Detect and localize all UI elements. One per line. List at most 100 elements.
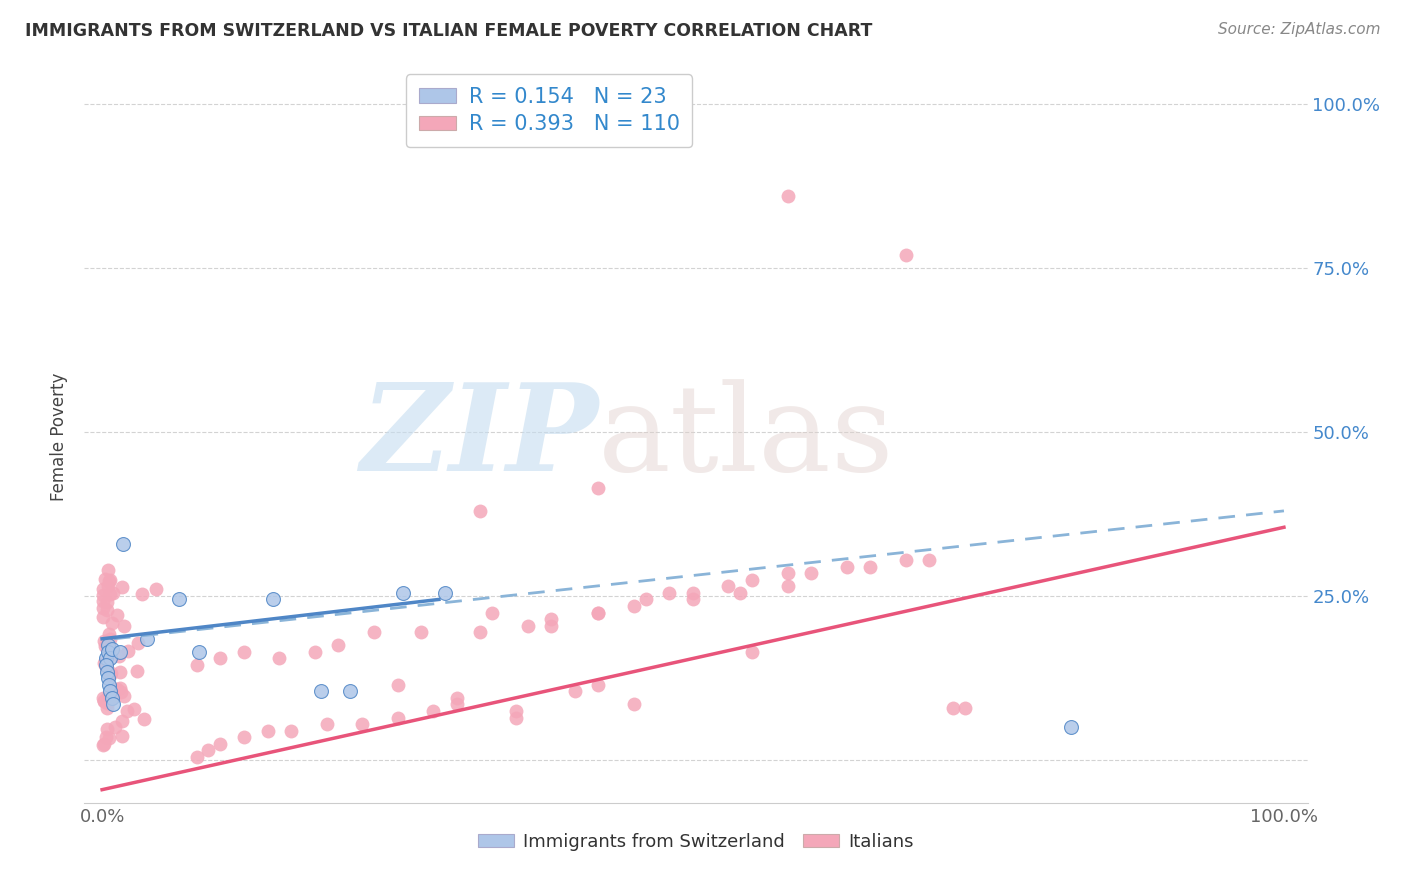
Point [741, 573, 763, 587]
Point [481, 606, 503, 620]
Point [91, 600, 114, 615]
Point [446, 690, 468, 705]
Point [96, 701, 118, 715]
Point [634, 592, 657, 607]
Point [96, 723, 118, 737]
Point [110, 580, 132, 594]
Point [623, 698, 645, 712]
Point [717, 579, 740, 593]
Point [209, 737, 232, 751]
Point [411, 625, 433, 640]
Point [387, 678, 409, 692]
Point [97, 645, 120, 659]
Point [111, 714, 134, 729]
Point [623, 599, 645, 613]
Point [98, 668, 121, 682]
Point [94, 658, 117, 673]
Point [127, 636, 149, 650]
Point [540, 612, 562, 626]
Point [446, 698, 468, 712]
Point [131, 587, 153, 601]
Point [93, 639, 115, 653]
Point [256, 723, 278, 738]
Point [91, 690, 114, 705]
Point [100, 641, 122, 656]
Point [112, 537, 135, 551]
Point [339, 684, 361, 698]
Point [682, 586, 704, 600]
Point [93, 738, 115, 752]
Point [315, 717, 337, 731]
Point [776, 579, 799, 593]
Point [470, 504, 492, 518]
Point [262, 592, 284, 607]
Point [101, 683, 124, 698]
Text: Source: ZipAtlas.com: Source: ZipAtlas.com [1218, 22, 1381, 37]
Point [352, 717, 374, 731]
Point [188, 645, 211, 659]
Point [280, 723, 302, 738]
Point [588, 678, 610, 692]
Point [96, 730, 118, 744]
Point [100, 573, 122, 587]
Point [682, 592, 704, 607]
Point [363, 625, 385, 640]
Point [91, 609, 114, 624]
Point [98, 684, 121, 698]
Point [112, 689, 135, 703]
Y-axis label: Female Poverty: Female Poverty [51, 373, 69, 501]
Point [209, 651, 232, 665]
Point [918, 553, 941, 567]
Point [100, 690, 122, 705]
Point [127, 665, 149, 679]
Point [98, 647, 121, 661]
Point [859, 559, 882, 574]
Point [145, 582, 167, 597]
Point [588, 606, 610, 620]
Point [91, 738, 114, 752]
Point [132, 712, 155, 726]
Point [110, 684, 132, 698]
Point [97, 731, 120, 745]
Point [96, 595, 118, 609]
Point [97, 694, 120, 708]
Point [98, 586, 121, 600]
Point [91, 582, 114, 596]
Legend: Immigrants from Switzerland, Italians: Immigrants from Switzerland, Italians [470, 823, 922, 860]
Point [1060, 720, 1083, 734]
Point [96, 691, 118, 706]
Point [953, 700, 976, 714]
Point [269, 651, 291, 665]
Point [96, 655, 118, 669]
Point [103, 586, 125, 600]
Point [98, 632, 121, 647]
Point [564, 684, 586, 698]
Point [392, 586, 415, 600]
Point [105, 682, 128, 697]
Point [93, 588, 115, 602]
Point [433, 586, 456, 600]
Point [108, 645, 131, 659]
Point [117, 644, 139, 658]
Point [894, 248, 917, 262]
Point [108, 648, 131, 663]
Point [97, 579, 120, 593]
Point [93, 656, 115, 670]
Point [97, 638, 120, 652]
Point [96, 665, 118, 679]
Point [588, 481, 610, 495]
Point [741, 645, 763, 659]
Point [232, 730, 254, 744]
Point [232, 645, 254, 659]
Point [304, 645, 326, 659]
Point [93, 694, 115, 708]
Point [894, 553, 917, 567]
Point [115, 704, 138, 718]
Point [309, 684, 332, 698]
Text: ZIP: ZIP [360, 378, 598, 496]
Point [186, 658, 208, 673]
Point [658, 586, 681, 600]
Point [540, 618, 562, 632]
Point [505, 704, 527, 718]
Point [328, 638, 350, 652]
